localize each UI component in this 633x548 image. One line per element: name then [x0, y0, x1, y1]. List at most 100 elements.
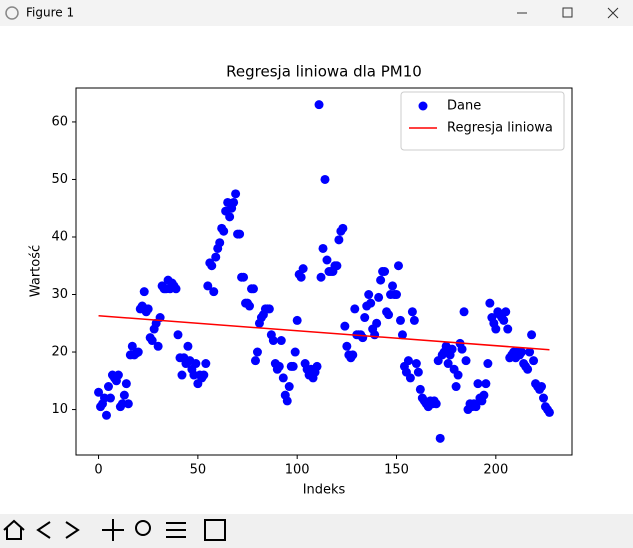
scatter-point: [544, 407, 554, 417]
scatter-point: [380, 267, 390, 276]
legend-label: Dane: [447, 99, 481, 114]
scatter-point: [153, 341, 163, 351]
scatter-point: [127, 341, 137, 351]
configure-button[interactable]: [166, 522, 186, 538]
scatter-point: [447, 344, 457, 354]
scatter-point: [173, 330, 183, 340]
scatter-point: [358, 333, 368, 343]
scatter-point: [119, 390, 129, 400]
scatter-point: [397, 330, 407, 340]
scatter-point: [342, 341, 352, 351]
scatter-point: [105, 393, 115, 403]
scatter-point: [101, 410, 111, 420]
scatter-point: [203, 281, 213, 291]
chart-title: Regresja liniowa dla PM10: [226, 63, 422, 81]
scatter-point: [123, 399, 133, 409]
scatter-point: [479, 390, 489, 400]
scatter-point: [517, 347, 527, 357]
scatter-point: [405, 373, 415, 383]
scatter-point: [191, 359, 201, 369]
scatter-point: [403, 356, 413, 366]
scatter-point: [485, 298, 495, 308]
x-axis-label: Indeks: [303, 483, 346, 498]
scatter-point: [443, 359, 453, 369]
scatter-point: [374, 292, 384, 302]
scatter-point: [298, 264, 308, 274]
scatter-point: [491, 324, 501, 334]
title-bar: [0, 0, 633, 26]
scatter-point: [103, 382, 113, 392]
y-tick-label: 50: [51, 172, 68, 187]
scatter-point: [364, 290, 374, 300]
scatter-point: [113, 370, 123, 380]
scatter-point: [282, 396, 292, 406]
pan-button[interactable]: [102, 519, 124, 541]
scatter-point: [431, 399, 441, 409]
scatter-point: [370, 330, 380, 340]
x-tick-label: 100: [285, 463, 310, 478]
scatter-point: [318, 243, 328, 253]
scatter-point: [457, 344, 467, 354]
scatter-point: [177, 370, 187, 380]
x-tick-label: 0: [94, 463, 102, 478]
y-tick-label: 20: [51, 345, 68, 360]
toolbar-icons: [3, 519, 226, 541]
scatter-point: [360, 313, 370, 323]
scatter-point: [225, 212, 235, 222]
scatter-point: [239, 272, 249, 282]
y-axis-label: Wartość: [29, 245, 44, 297]
scatter-point: [334, 235, 344, 245]
window-title: Figure 1: [26, 6, 74, 20]
save-button[interactable]: [204, 519, 226, 541]
forward-button[interactable]: [65, 521, 80, 539]
scatter-point: [501, 307, 511, 317]
scatter-point: [350, 304, 360, 314]
scatter-point: [284, 382, 294, 392]
close-button[interactable]: [607, 7, 619, 19]
scatter-point: [290, 347, 300, 357]
scatter-point: [121, 379, 131, 389]
x-tick-label: 200: [483, 463, 508, 478]
scatter-point: [372, 318, 382, 328]
scatter-point: [435, 433, 445, 443]
scatter-point: [413, 367, 423, 377]
scatter-point: [451, 382, 461, 392]
scatter-point: [538, 393, 548, 403]
home-button[interactable]: [3, 519, 25, 540]
zoom-button[interactable]: [135, 520, 151, 536]
scatter-point: [322, 255, 332, 265]
scatter-point: [529, 356, 539, 366]
scatter-point: [459, 307, 469, 317]
scatter-point: [525, 347, 535, 357]
scatter-point: [219, 226, 229, 236]
back-button[interactable]: [36, 521, 51, 539]
scatter-point: [314, 100, 324, 110]
maximize-button[interactable]: [562, 7, 573, 18]
scatter-point: [527, 330, 537, 340]
scatter-point: [407, 307, 417, 317]
scatter-point: [388, 281, 398, 291]
scatter-point: [147, 336, 157, 346]
scatter-point: [312, 361, 322, 371]
y-tick-label: 10: [51, 402, 68, 417]
scatter-point: [201, 359, 211, 369]
scatter-point: [320, 174, 330, 184]
app-icon: [5, 6, 19, 20]
scatter-point: [292, 315, 302, 325]
scatter-point: [231, 189, 241, 199]
scatter-point: [139, 287, 149, 297]
scatter-point: [274, 361, 284, 371]
legend-marker: [418, 101, 428, 111]
y-tick-label: 60: [51, 114, 68, 129]
scatter-point: [215, 238, 225, 248]
scatter-point: [209, 287, 219, 297]
scatter-point: [276, 336, 286, 346]
scatter-point: [384, 310, 394, 320]
scatter-point: [143, 304, 153, 314]
scatter-point: [481, 379, 491, 389]
scatter-point: [411, 359, 421, 369]
scatter-point: [268, 336, 278, 346]
scatter-point: [207, 261, 217, 271]
scatter-point: [473, 379, 483, 389]
